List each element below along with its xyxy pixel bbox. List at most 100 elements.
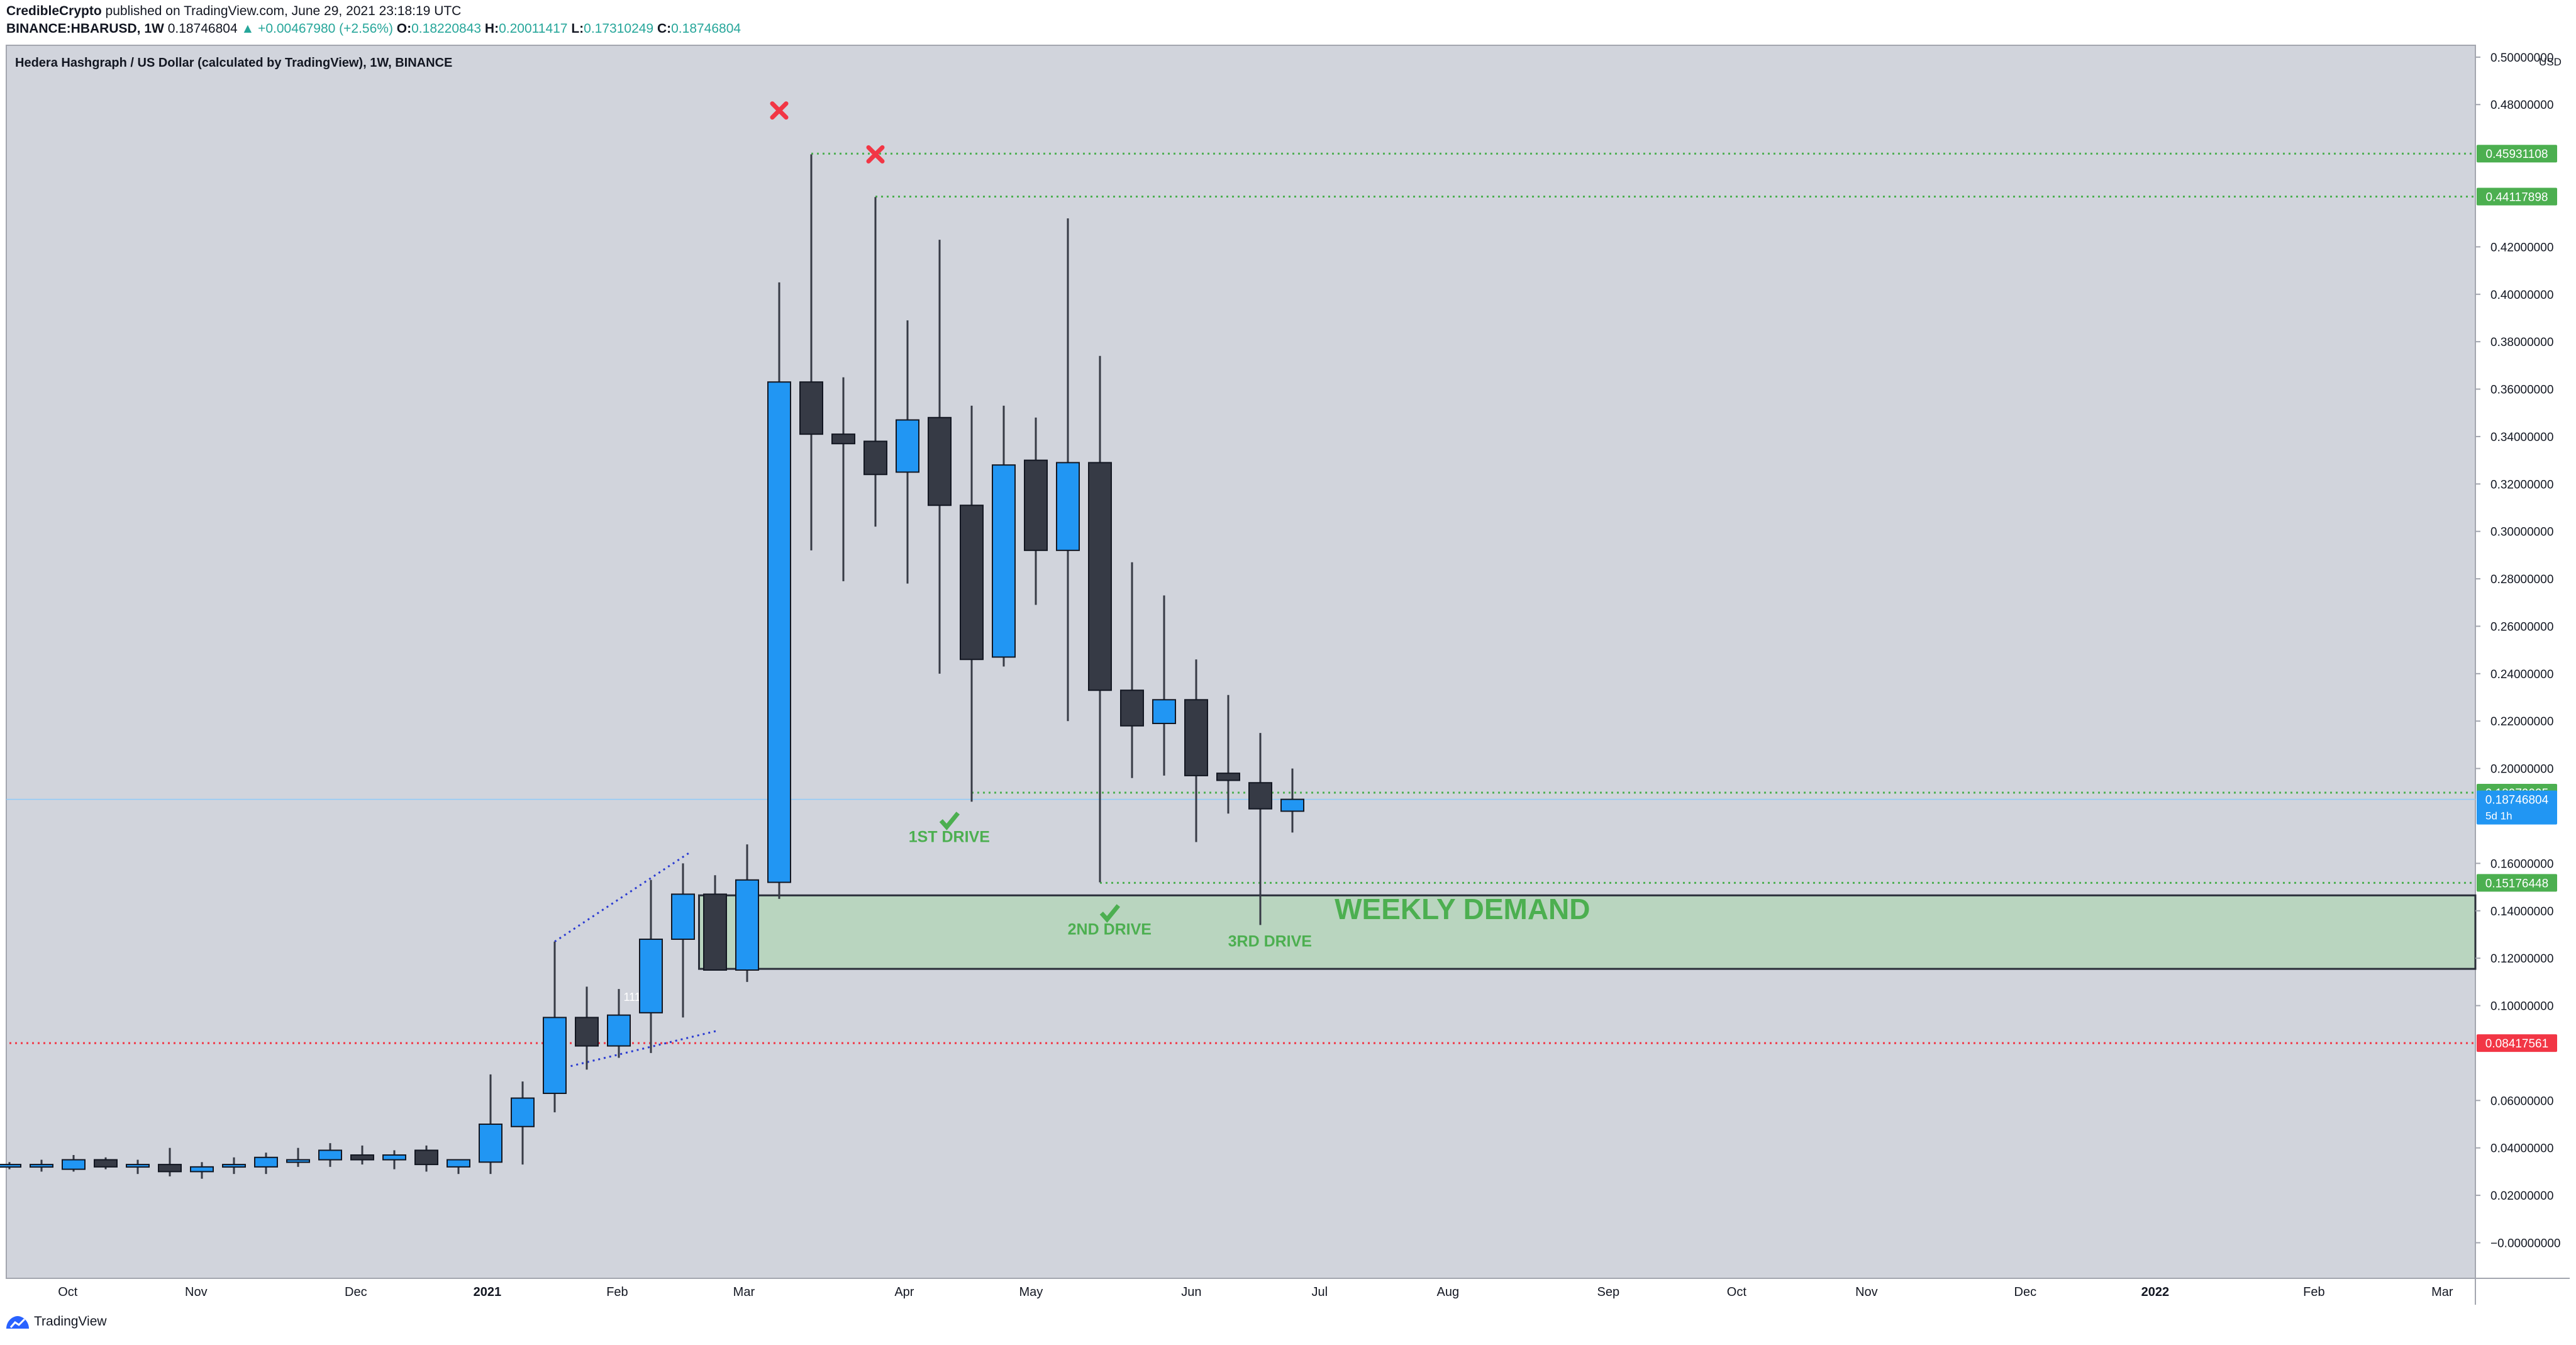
high-label: H: — [484, 21, 499, 36]
candle-body — [607, 1014, 631, 1047]
x-tick-label: Mar — [2431, 1285, 2453, 1299]
candle-body — [671, 893, 695, 940]
candle-body — [1184, 699, 1208, 776]
candle-body — [767, 381, 791, 883]
y-tick-label: 0.50000000 — [2490, 52, 2553, 65]
candle-body — [992, 464, 1016, 658]
currency-label: USD — [2539, 56, 2562, 68]
y-tick-label: 0.06000000 — [2490, 1095, 2553, 1108]
candle-body — [799, 381, 823, 435]
candle-body — [254, 1156, 278, 1168]
x-tick-label: Nov — [185, 1285, 208, 1299]
wedge-upper-line — [554, 852, 691, 943]
candle-body — [447, 1159, 470, 1168]
last-price: 0.18746804 — [167, 21, 238, 36]
y-tick-label: 0.38000000 — [2490, 336, 2553, 349]
x-tick-label: Feb — [2303, 1285, 2324, 1299]
y-tick-label: 0.34000000 — [2490, 431, 2553, 444]
y-tick-label: 0.14000000 — [2490, 905, 2553, 918]
x-tick-label: Aug — [1437, 1285, 1460, 1299]
x-tick-label: Jun — [1181, 1285, 1201, 1299]
candle-body — [863, 440, 887, 476]
candle-body — [831, 433, 855, 445]
demand-zone — [698, 894, 2477, 970]
published-text: published on TradingView.com, June 29, 2… — [105, 4, 462, 18]
candle-body — [1088, 462, 1112, 691]
x-tick-label: 2021 — [474, 1285, 502, 1299]
x-tick-label: Jul — [1312, 1285, 1328, 1299]
candle-body — [543, 1017, 567, 1095]
price-change: ▲ +0.00467980 (+2.56%) — [241, 21, 393, 36]
level-price-tag — [2477, 874, 2557, 892]
y-tick-label: 0.42000000 — [2490, 241, 2553, 254]
candle-body — [350, 1154, 374, 1161]
candle-body — [190, 1166, 214, 1173]
candle-body — [1248, 782, 1272, 810]
candle-body — [479, 1124, 502, 1163]
tradingview-footer[interactable]: TradingView — [5, 1312, 107, 1331]
candle-body — [1280, 798, 1304, 812]
candle-body — [1056, 462, 1080, 551]
candle-body — [1216, 773, 1240, 781]
current-price-tag — [2477, 790, 2557, 825]
y-tick-label: 0.12000000 — [2490, 952, 2553, 966]
ohlc-line: BINANCE:HBARUSD, 1W 0.18746804 ▲ +0.0046… — [6, 21, 741, 36]
candle-body — [318, 1149, 342, 1161]
candle-body — [1152, 699, 1176, 725]
candle-body — [222, 1164, 246, 1168]
x-tick-label: Apr — [894, 1285, 914, 1299]
current-price-tag-label: 0.18746804 — [2485, 794, 2549, 807]
high-value: 0.20011417 — [499, 21, 568, 36]
checkmark-icon — [939, 812, 960, 830]
y-tick-label: −0.00000000 — [2490, 1237, 2560, 1250]
open-value: 0.18220843 — [411, 21, 482, 36]
x-tick-label: Oct — [1727, 1285, 1747, 1299]
y-tick-label: 0.24000000 — [2490, 668, 2553, 681]
candle-body — [30, 1164, 53, 1168]
x-tick-label: Oct — [58, 1285, 78, 1299]
x-tick-label: 2022 — [2141, 1285, 2170, 1299]
candle-body — [896, 419, 919, 473]
y-tick-label: 0.40000000 — [2490, 289, 2553, 302]
chart-pane — [6, 45, 2476, 1279]
y-tick-label: 0.30000000 — [2490, 526, 2553, 539]
x-tick-label: Sep — [1597, 1285, 1620, 1299]
low-value: 0.17310249 — [584, 21, 654, 36]
x-tick-label: Mar — [733, 1285, 755, 1299]
candle-body — [94, 1159, 118, 1168]
y-tick-label: 0.10000000 — [2490, 1000, 2553, 1013]
demand-zone-label: WEEKLY DEMAND — [1335, 893, 1590, 925]
candle-body — [928, 416, 952, 506]
level-price-tag — [2477, 187, 2557, 206]
tradingview-logo-icon — [6, 1316, 29, 1329]
candle-body — [1120, 689, 1144, 727]
low-label: L: — [571, 21, 584, 36]
drive-label: 2ND DRIVE — [1068, 920, 1152, 938]
candle-body — [126, 1164, 150, 1168]
candle-body — [1024, 459, 1048, 551]
checkmark-icon — [1099, 904, 1121, 923]
level-price-tag — [2477, 1034, 2557, 1052]
x-tick-label: Dec — [2014, 1285, 2037, 1299]
x-tick-label: Nov — [1855, 1285, 1878, 1299]
candle-body — [382, 1154, 406, 1161]
y-tick-label: 0.48000000 — [2490, 99, 2553, 112]
author-name[interactable]: CredibleCrypto — [6, 4, 102, 18]
chart-title: Hedera Hashgraph / US Dollar (calculated… — [15, 56, 452, 70]
x-tick-label: May — [1019, 1285, 1043, 1299]
candle-body — [575, 1017, 599, 1047]
y-tick-label: 0.32000000 — [2490, 478, 2553, 491]
candle-body — [414, 1149, 438, 1166]
level-price-tag-label: 0.44117898 — [2486, 191, 2548, 204]
drive-label: 1ST DRIVE — [909, 828, 990, 846]
rejection-x-icon — [770, 101, 789, 120]
publish-line: CredibleCrypto published on TradingView.… — [6, 4, 461, 19]
level-price-tag-label: 0.15176448 — [2485, 877, 2548, 890]
y-tick-label: 0.26000000 — [2490, 620, 2553, 633]
x-tick-label: Dec — [345, 1285, 367, 1299]
rejection-x-icon — [866, 145, 885, 164]
y-tick-label: 0.22000000 — [2490, 715, 2553, 728]
current-price-countdown: 5d 1h — [2485, 810, 2512, 822]
candle-body — [511, 1097, 535, 1127]
